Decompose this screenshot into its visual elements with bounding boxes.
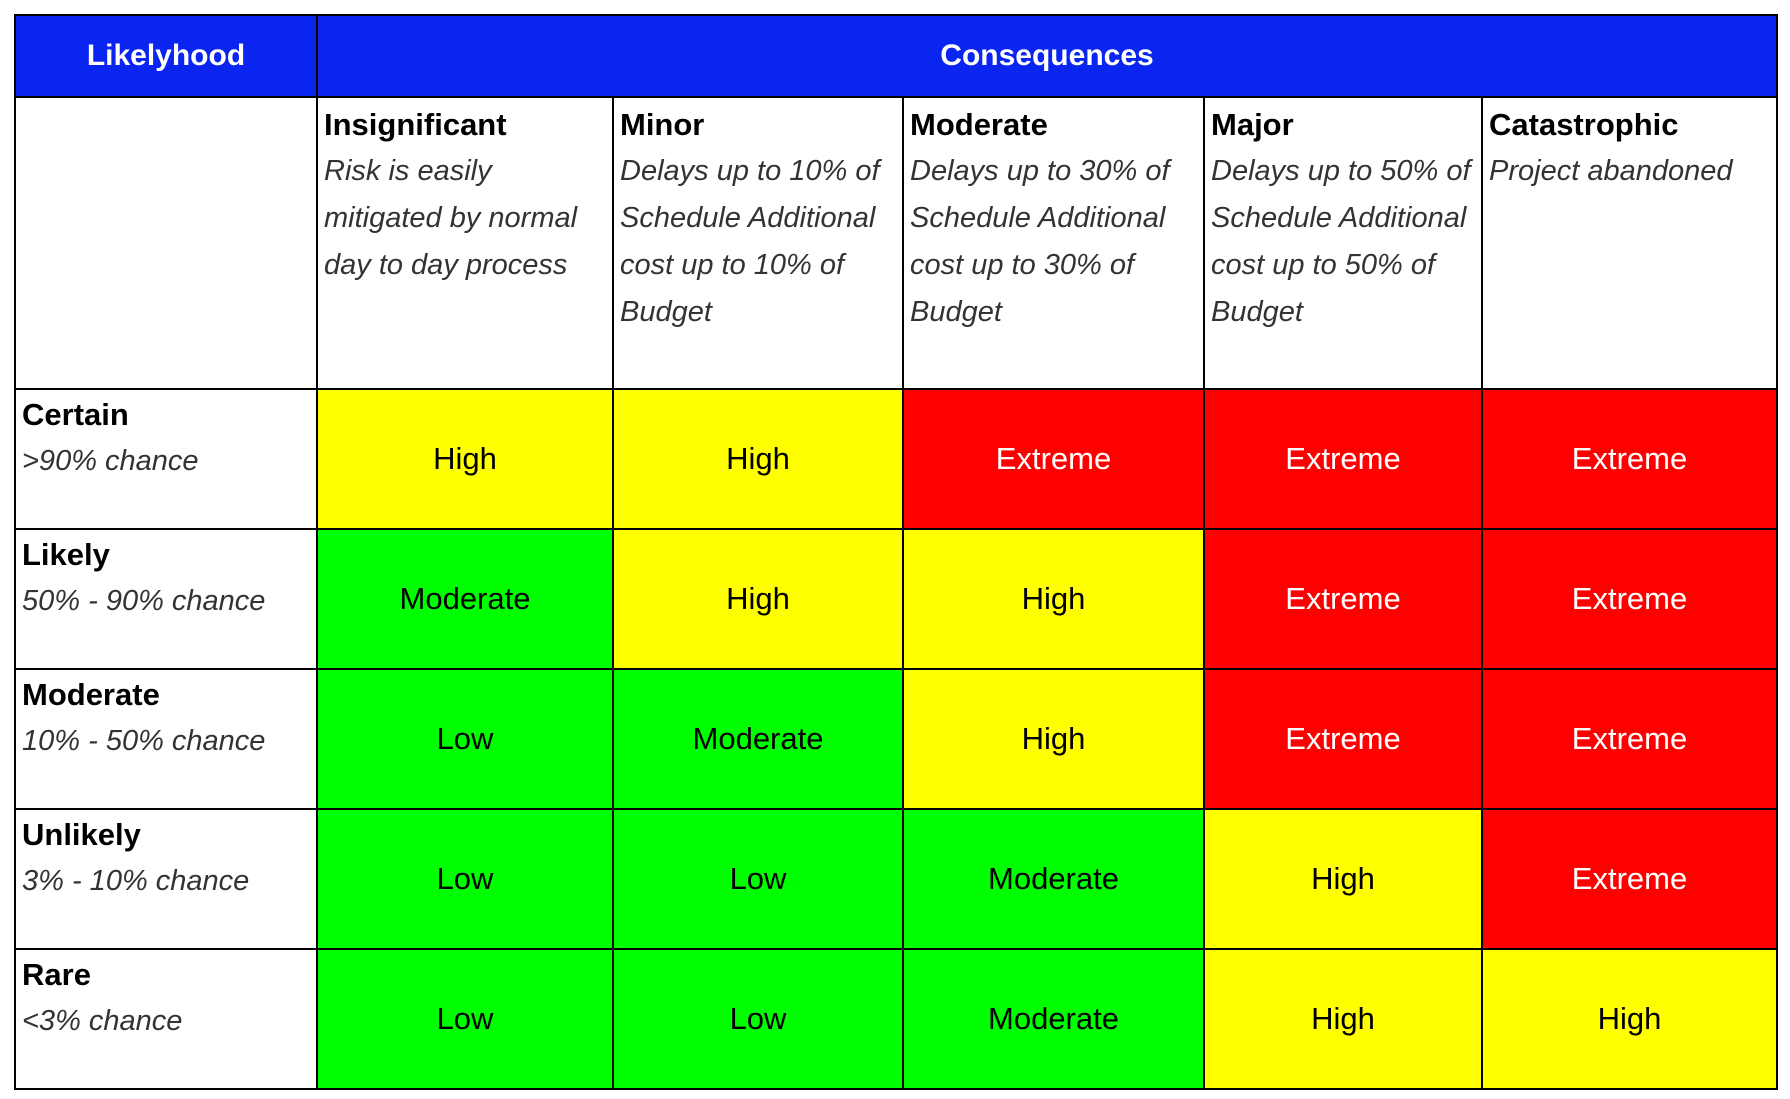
corner-cell — [14, 96, 318, 390]
likelihood-row: Certain >90% chance High High Extreme Extreme… — [14, 388, 1779, 530]
consequence-header: Catastrophic Project abandoned — [1480, 96, 1779, 390]
risk-cell: Extreme — [902, 388, 1205, 530]
likelihood-description: >90% chance — [22, 445, 199, 477]
likelihood-header: Likely 50% - 90% chance — [14, 528, 318, 670]
likelihood-header: Likelyhood — [14, 14, 318, 98]
risk-matrix: Likelyhood Consequences Insignificant Ris… — [14, 14, 1779, 1090]
risk-cell: Extreme — [1480, 808, 1779, 950]
consequence-name: Moderate — [910, 107, 1048, 142]
risk-cell: High — [316, 388, 614, 530]
consequence-header: Major Delays up to 50% of Schedule Additi… — [1203, 96, 1483, 390]
consequence-description: Risk is easily mitigated by normal day t… — [324, 155, 578, 281]
likelihood-description: 10% - 50% chance — [22, 725, 266, 757]
likelihood-row: Moderate 10% - 50% chance Low Moderate High E… — [14, 668, 1779, 810]
consequence-description: Delays up to 50% of Schedule Additional … — [1211, 155, 1471, 328]
risk-cell: High — [902, 668, 1205, 810]
risk-cell: Low — [316, 948, 614, 1090]
consequence-name: Minor — [620, 107, 705, 142]
likelihood-header: Certain >90% chance — [14, 388, 318, 530]
consequence-name: Catastrophic — [1489, 107, 1679, 142]
risk-cell: Moderate — [316, 528, 614, 670]
risk-cell: Extreme — [1480, 528, 1779, 670]
column-header-row: Insignificant Risk is easily mitigated by… — [14, 96, 1779, 390]
risk-cell: Moderate — [902, 808, 1205, 950]
likelihood-row: Unlikely 3% - 10% chance Low Low Moderate Hig… — [14, 808, 1779, 950]
risk-cell: Low — [316, 808, 614, 950]
matrix-body: Certain >90% chance High High Extreme Extreme… — [14, 388, 1779, 1090]
consequence-description: Project abandoned — [1489, 155, 1733, 187]
header-row: Likelyhood Consequences — [14, 14, 1779, 98]
risk-cell: High — [1480, 948, 1779, 1090]
likelihood-name: Unlikely — [22, 817, 141, 852]
likelihood-row: Rare <3% chance Low Low Moderate High High — [14, 948, 1779, 1090]
consequence-description: Delays up to 10% of Schedule Additional … — [620, 155, 880, 328]
likelihood-description: <3% chance — [22, 1005, 183, 1037]
consequence-header: Minor Delays up to 10% of Schedule Additi… — [612, 96, 904, 390]
likelihood-header: Rare <3% chance — [14, 948, 318, 1090]
risk-cell: High — [1203, 808, 1483, 950]
risk-cell: Extreme — [1203, 528, 1483, 670]
likelihood-name: Certain — [22, 397, 129, 432]
likelihood-description: 50% - 90% chance — [22, 585, 266, 617]
risk-cell: High — [1203, 948, 1483, 1090]
risk-cell: Extreme — [1203, 668, 1483, 810]
risk-cell: Extreme — [1203, 388, 1483, 530]
risk-cell: Low — [316, 668, 614, 810]
consequence-header: Insignificant Risk is easily mitigated by… — [316, 96, 614, 390]
risk-cell: Low — [612, 948, 904, 1090]
likelihood-name: Rare — [22, 957, 91, 992]
risk-cell: High — [612, 528, 904, 670]
consequence-header: Moderate Delays up to 30% of Schedule Add… — [902, 96, 1205, 390]
consequences-header: Consequences — [315, 14, 1779, 98]
likelihood-name: Likely — [22, 537, 110, 572]
risk-cell: Extreme — [1480, 668, 1779, 810]
risk-cell: Moderate — [902, 948, 1205, 1090]
consequence-name: Insignificant — [324, 107, 507, 142]
likelihood-name: Moderate — [22, 677, 160, 712]
risk-cell: Extreme — [1480, 388, 1779, 530]
consequence-name: Major — [1211, 107, 1294, 142]
risk-cell: High — [612, 388, 904, 530]
likelihood-row: Likely 50% - 90% chance Moderate High High Ex… — [14, 528, 1779, 670]
consequence-description: Delays up to 30% of Schedule Additional … — [910, 155, 1170, 328]
likelihood-description: 3% - 10% chance — [22, 865, 250, 897]
risk-cell: Low — [612, 808, 904, 950]
likelihood-header: Moderate 10% - 50% chance — [14, 668, 318, 810]
likelihood-header: Unlikely 3% - 10% chance — [14, 808, 318, 950]
risk-cell: Moderate — [612, 668, 904, 810]
risk-cell: High — [902, 528, 1205, 670]
